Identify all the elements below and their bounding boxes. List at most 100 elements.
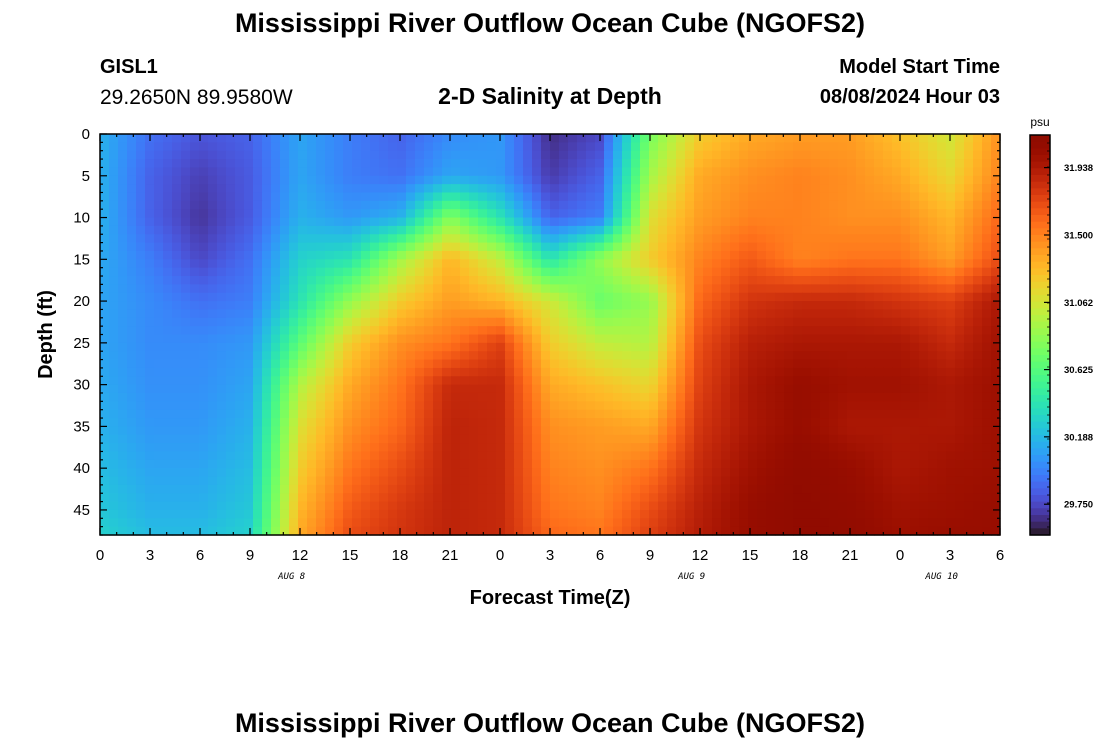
heatmap-cell [730,259,740,269]
heatmap-cell [523,484,533,494]
heatmap-cell [361,401,371,411]
heatmap-cell [802,200,812,210]
heatmap-cell [640,225,650,235]
heatmap-cell [901,493,911,503]
heatmap-cell [415,384,425,394]
heatmap-cell [820,518,830,528]
heatmap-cell [496,376,506,386]
heatmap-cell [415,292,425,302]
heatmap-cell [208,401,218,411]
heatmap-cell [964,150,974,160]
heatmap-cell [712,451,722,461]
heatmap-cell [622,509,632,519]
heatmap-cell [523,384,533,394]
heatmap-cell [811,309,821,319]
heatmap-cell [460,476,470,486]
heatmap-cell [451,217,461,227]
heatmap-cell [145,392,155,402]
heatmap-cell [838,509,848,519]
heatmap-cell [964,342,974,352]
heatmap-cell [991,317,1001,327]
heatmap-cell [244,426,254,436]
heatmap-cell [217,317,227,327]
heatmap-cell [667,384,677,394]
heatmap-cell [667,317,677,327]
heatmap-cell [901,276,911,285]
heatmap-cell [100,334,110,344]
heatmap-cell [631,526,641,536]
heatmap-cell [370,209,380,219]
heatmap-cell [262,225,272,235]
heatmap-cell [964,367,974,377]
heatmap-cell [892,351,902,361]
heatmap-cell [865,184,875,194]
heatmap-cell [730,468,740,478]
heatmap-cell [838,518,848,528]
heatmap-cell [199,317,209,327]
heatmap-cell [352,309,362,319]
heatmap-cell [685,476,695,486]
heatmap-cell [352,468,362,478]
heatmap-cell [721,184,731,194]
heatmap-cell [478,451,488,461]
heatmap-cell [775,134,785,143]
heatmap-cell [226,284,236,294]
heatmap-cell [217,284,227,294]
heatmap-cell [235,501,245,511]
heatmap-cell [523,234,533,244]
heatmap-cell [118,309,128,319]
heatmap-cell [316,443,326,453]
heatmap-cell [973,418,983,427]
heatmap-cell [622,209,632,219]
heatmap-cell [433,309,443,319]
heatmap-cell [847,276,857,285]
heatmap-cell [478,518,488,528]
heatmap-cell [289,443,299,453]
heatmap-cell [577,384,587,394]
heatmap-cell [388,409,398,419]
heatmap-cell [127,493,137,503]
heatmap-cell [901,409,911,419]
heatmap-cell [685,134,695,143]
heatmap-cell [298,418,308,427]
heatmap-cell [208,250,218,260]
heatmap-cell [622,359,632,369]
heatmap-cell [874,418,884,427]
heatmap-cell [748,192,758,202]
heatmap-cell [370,342,380,352]
heatmap-cell [433,376,443,386]
heatmap-cell [622,150,632,160]
heatmap-cell [586,259,596,269]
heatmap-cell [550,267,560,277]
heatmap-cell [811,175,821,185]
heatmap-cell [532,317,542,327]
heatmap-cell [145,384,155,394]
heatmap-cell [631,351,641,361]
heatmap-cell [451,301,461,311]
heatmap-cell [676,526,686,536]
heatmap-cell [982,392,992,402]
heatmap-cell [856,459,866,469]
heatmap-cell [181,192,191,202]
heatmap-cell [505,301,515,311]
heatmap-cell [109,509,119,519]
heatmap-cell [712,259,722,269]
heatmap-cell [757,209,767,219]
heatmap-cell [586,493,596,503]
heatmap-cell [514,309,524,319]
heatmap-cell [550,225,560,235]
heatmap-cell [802,292,812,302]
heatmap-cell [271,443,281,453]
heatmap-cell [721,434,731,444]
heatmap-cell [343,309,353,319]
heatmap-cell [307,392,317,402]
heatmap-cell [730,192,740,202]
heatmap-cell [460,250,470,260]
heatmap-cell [838,292,848,302]
heatmap-cell [334,334,344,344]
heatmap-cell [145,509,155,519]
heatmap-cell [649,392,659,402]
heatmap-cell [775,234,785,244]
heatmap-cell [883,284,893,294]
heatmap-cell [532,434,542,444]
